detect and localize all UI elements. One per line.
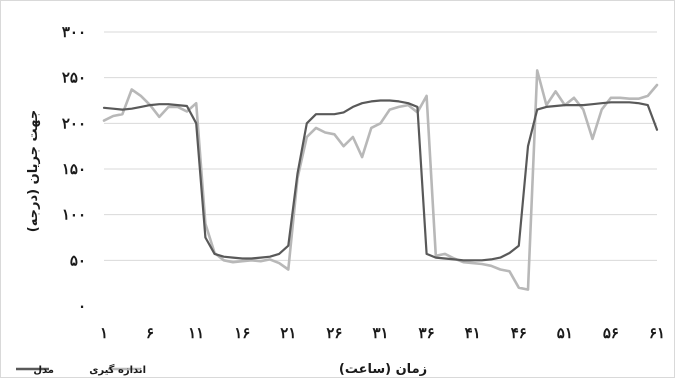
y-tick-label: ۱۰۰ <box>62 206 86 224</box>
legend-label-model: مدل <box>33 365 54 376</box>
series <box>102 69 659 291</box>
x-tick-label: ۳۱ <box>372 324 388 342</box>
x-axis-ticks: ۱ ۶ ۱۱ ۱۶ ۲۱ ۲۶ ۳۱ ۳۶ ۴۱ ۴۶ ۵۱ ۵۶ ۶۱ <box>100 324 665 342</box>
legend: مدل اندازه گیری <box>16 363 146 376</box>
x-tick-label: ۱۶ <box>234 324 250 342</box>
y-tick-label: ۱۵۰ <box>62 160 86 178</box>
x-axis-title: زمان (ساعت) <box>339 362 427 377</box>
x-tick-label: ۲۱ <box>280 324 296 342</box>
y-tick-label: ۰ <box>78 297 86 315</box>
x-tick-label: ۴۱ <box>465 324 481 342</box>
y-axis-title: جهت جریان (درجه) <box>26 110 41 232</box>
x-tick-label: ۶ <box>146 324 154 342</box>
y-tick-label: ۲۰۰ <box>62 114 86 132</box>
y-axis-ticks: ۰ ۵۰ ۱۰۰ ۱۵۰ ۲۰۰ ۲۵۰ ۳۰۰ <box>62 23 86 315</box>
x-tick-label: ۵۶ <box>603 324 619 342</box>
x-tick-label: ۱۱ <box>188 324 204 342</box>
x-tick-label: ۴۶ <box>511 324 527 342</box>
x-tick-label: ۳۶ <box>419 324 435 342</box>
y-tick-label: ۲۵۰ <box>62 69 86 87</box>
x-tick-label: ۲۶ <box>326 324 342 342</box>
x-tick-label: ۵۱ <box>557 324 573 342</box>
y-tick-label: ۵۰ <box>70 251 86 269</box>
x-tick-label: ۱ <box>100 324 108 342</box>
series-line-model <box>102 99 659 262</box>
legend-label-measurement: اندازه گیری <box>89 363 146 376</box>
y-tick-label: ۳۰۰ <box>62 23 86 41</box>
x-tick-label: ۶۱ <box>649 324 665 342</box>
